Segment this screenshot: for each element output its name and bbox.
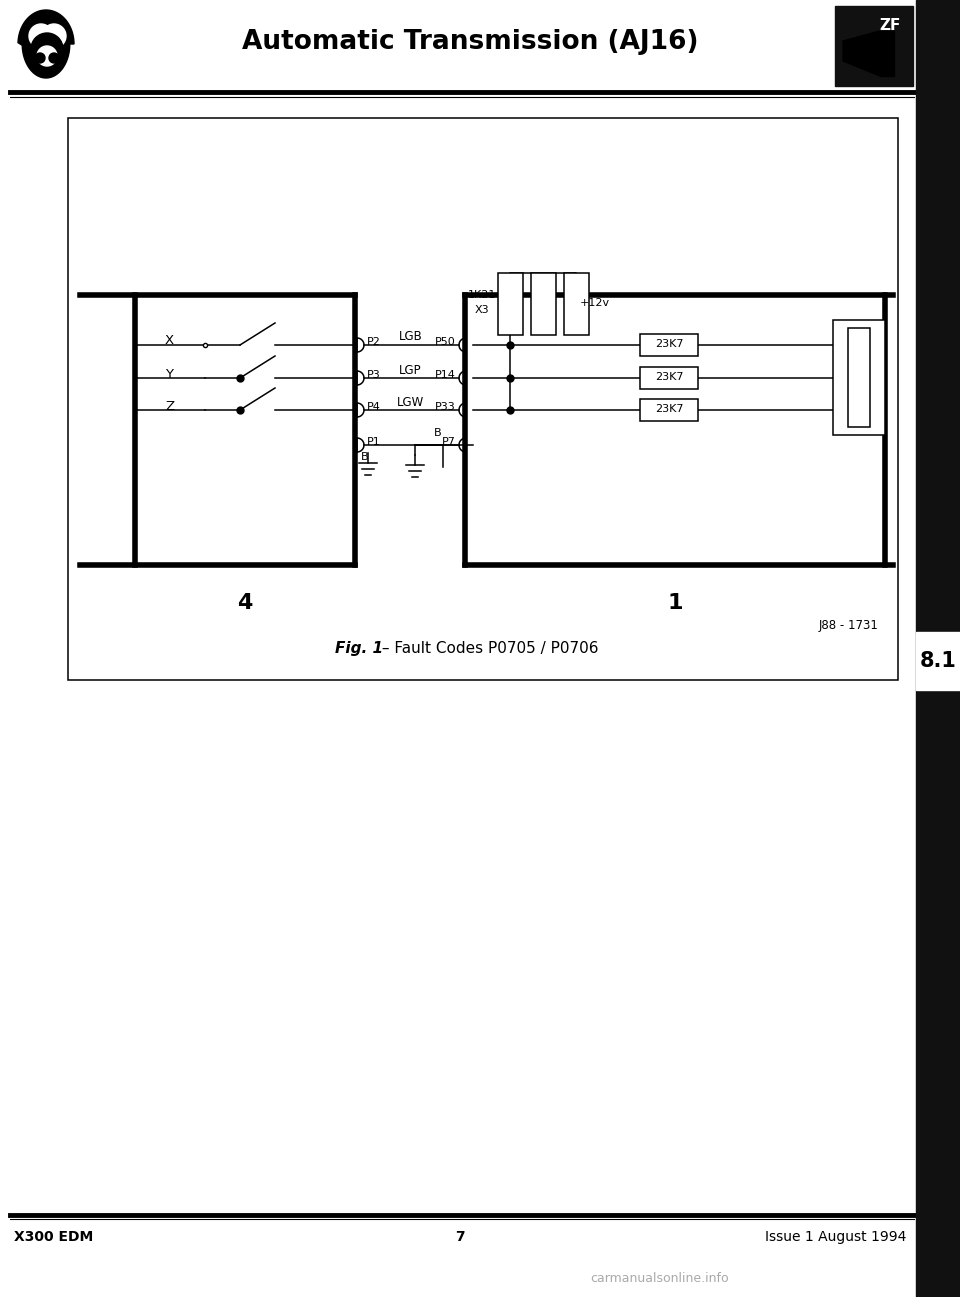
- Text: P50: P50: [435, 337, 456, 348]
- Bar: [880, 31, 894, 77]
- Text: Y: Y: [165, 367, 173, 380]
- Text: 23K7: 23K7: [655, 372, 684, 383]
- Text: LGP: LGP: [399, 363, 421, 376]
- Bar: [564, 272, 588, 335]
- Text: J88 - 1731: J88 - 1731: [818, 619, 878, 632]
- Circle shape: [42, 25, 66, 48]
- Bar: [497, 272, 522, 335]
- Bar: [640, 399, 698, 422]
- Text: 23K7: 23K7: [655, 403, 684, 414]
- Text: carmanualsonline.info: carmanualsonline.info: [590, 1272, 730, 1285]
- Text: X3: X3: [474, 305, 490, 315]
- Text: 1: 1: [667, 593, 683, 613]
- Text: P14: P14: [435, 370, 456, 380]
- Bar: [916, 632, 960, 690]
- Bar: [0, 0, 916, 88]
- Text: P33: P33: [435, 402, 456, 412]
- Text: 7: 7: [455, 1230, 465, 1244]
- Text: +12v: +12v: [580, 298, 611, 307]
- Text: P2: P2: [367, 337, 381, 348]
- Text: P4: P4: [367, 402, 381, 412]
- Text: P7: P7: [443, 437, 456, 447]
- Text: ZF: ZF: [879, 18, 901, 32]
- Bar: [640, 367, 698, 389]
- Circle shape: [49, 53, 59, 64]
- Text: X300 EDM: X300 EDM: [14, 1230, 93, 1244]
- Text: Automatic Transmission (AJ16): Automatic Transmission (AJ16): [242, 29, 698, 54]
- Text: Fig. 1: Fig. 1: [335, 641, 383, 655]
- Polygon shape: [843, 31, 880, 77]
- Text: X: X: [165, 335, 174, 348]
- Bar: [833, 320, 885, 434]
- Bar: [916, 0, 960, 1297]
- Text: 23K7: 23K7: [655, 339, 684, 349]
- Text: B: B: [361, 451, 369, 462]
- Bar: [531, 272, 556, 335]
- Text: Issue 1 August 1994: Issue 1 August 1994: [764, 1230, 906, 1244]
- Circle shape: [37, 45, 57, 66]
- Text: LGB: LGB: [398, 331, 422, 344]
- Circle shape: [29, 25, 53, 48]
- Circle shape: [31, 32, 63, 65]
- Text: 8.1: 8.1: [920, 651, 956, 671]
- Text: LGW: LGW: [396, 396, 424, 409]
- Text: P1: P1: [367, 437, 381, 447]
- Bar: [835, 6, 913, 86]
- Polygon shape: [18, 10, 74, 78]
- Text: 4: 4: [237, 593, 252, 613]
- Bar: [640, 335, 698, 355]
- Text: Z: Z: [165, 399, 174, 412]
- Text: – Fault Codes P0705 / P0706: – Fault Codes P0705 / P0706: [377, 641, 598, 655]
- Bar: [848, 328, 870, 427]
- Text: P3: P3: [367, 370, 381, 380]
- Text: 1K21: 1K21: [468, 289, 496, 300]
- Bar: [68, 118, 898, 680]
- Text: B: B: [434, 428, 442, 438]
- Circle shape: [35, 53, 45, 64]
